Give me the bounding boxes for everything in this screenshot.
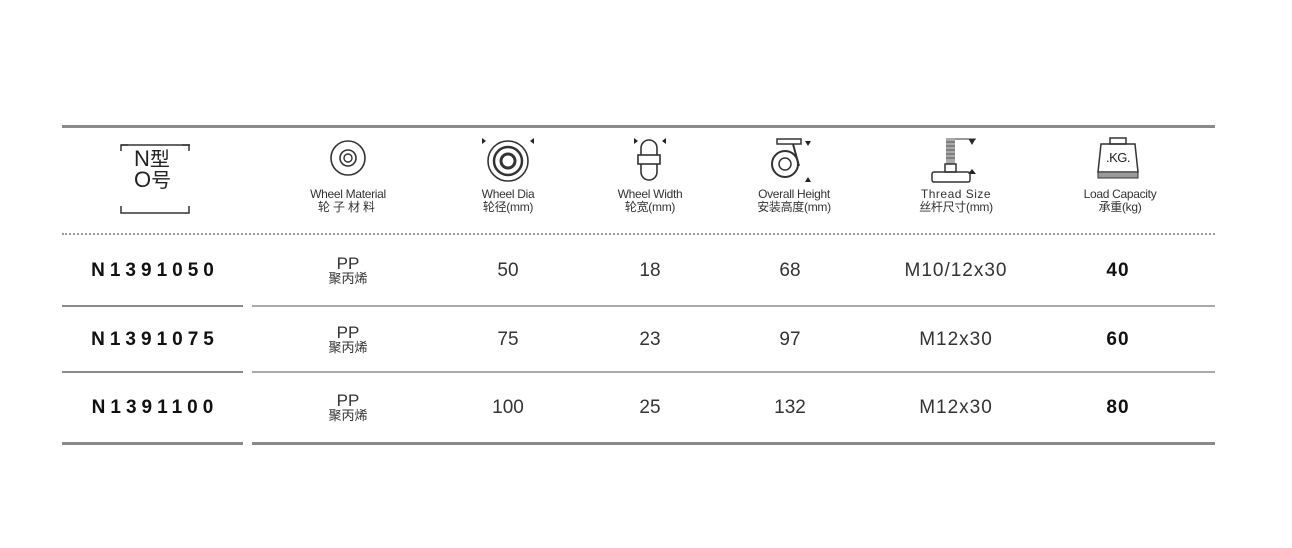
wheel-diameter-icon — [482, 138, 534, 182]
thread-size: M10/12x30 — [904, 260, 1008, 281]
material-en: PP — [336, 391, 360, 410]
header-divider — [62, 233, 1215, 235]
wheel-width-icon — [634, 138, 666, 181]
header-thread-size: Thread Size 丝杆尺寸(mm) — [919, 188, 993, 214]
no-o: O — [134, 167, 152, 192]
bottom-rule — [252, 442, 1215, 445]
row-divider — [252, 371, 1215, 373]
wheel-material-icon — [330, 140, 366, 176]
weight-kg-text: .KG. — [1105, 150, 1131, 165]
row-divider — [62, 371, 243, 373]
caster-height-icon — [771, 138, 811, 182]
header-en: Wheel Width — [617, 187, 683, 201]
header-wheel-dia: Wheel Dia 轮径(mm) — [482, 188, 535, 214]
header-cn: 安装高度(mm) — [757, 200, 831, 214]
material-en: PP — [336, 323, 360, 342]
wheel-width: 18 — [639, 260, 661, 281]
no-cn1: 型 — [149, 149, 170, 171]
wheel-dia: 100 — [492, 397, 524, 418]
header-load-capacity: Load Capacity 承重(kg) — [1084, 188, 1157, 214]
header-cn: 丝杆尺寸(mm) — [919, 200, 993, 214]
model-number-header: N型 O号 — [120, 143, 190, 215]
no-n: N — [134, 146, 150, 171]
header-overall-height: Overall Height 安装高度(mm) — [757, 188, 831, 214]
weight-kg-icon: .KG. — [1095, 136, 1141, 182]
material-en: PP — [336, 254, 360, 273]
top-rule — [62, 125, 1215, 128]
load-capacity: 60 — [1106, 329, 1130, 350]
model-number: N1391050 — [91, 260, 219, 281]
header-en: Wheel Dia — [481, 187, 535, 201]
material-cn: 聚丙烯 — [328, 271, 368, 286]
overall-height: 68 — [779, 260, 801, 281]
row-divider — [252, 305, 1215, 307]
wheel-material: PP 聚丙烯 — [328, 391, 368, 423]
bottom-rule — [62, 442, 243, 445]
wheel-material: PP 聚丙烯 — [328, 254, 368, 286]
wheel-width: 23 — [639, 329, 661, 350]
wheel-width: 25 — [639, 397, 661, 418]
thread-size: M12x30 — [919, 329, 993, 350]
model-number: N1391100 — [91, 397, 219, 418]
header-en: Thread Size — [920, 187, 992, 201]
header-wheel-material: Wheel Material 轮子材料 — [310, 188, 386, 214]
header-cn: 轮子材料 — [317, 200, 379, 214]
bracket-frame-icon — [120, 144, 190, 214]
load-capacity: 80 — [1106, 397, 1130, 418]
header-cn: 轮径(mm) — [482, 200, 534, 214]
load-capacity: 40 — [1106, 260, 1130, 281]
header-en: Wheel Material — [310, 187, 386, 201]
wheel-dia: 50 — [497, 260, 519, 281]
header-cn: 承重(kg) — [1098, 200, 1142, 214]
model-number: N1391075 — [91, 329, 219, 350]
thread-size: M12x30 — [919, 397, 993, 418]
header-en: Overall Height — [758, 187, 830, 201]
header-en: Load Capacity — [1083, 187, 1157, 201]
material-cn: 聚丙烯 — [328, 340, 368, 355]
wheel-dia: 75 — [497, 329, 519, 350]
row-divider — [62, 305, 243, 307]
material-cn: 聚丙烯 — [328, 408, 368, 423]
overall-height: 97 — [779, 329, 801, 350]
wheel-material: PP 聚丙烯 — [328, 323, 368, 355]
thread-stem-icon — [931, 138, 976, 183]
header-wheel-width: Wheel Width 轮宽(mm) — [618, 188, 683, 214]
overall-height: 132 — [774, 397, 806, 418]
header-cn: 轮宽(mm) — [624, 200, 676, 214]
no-cn2: 号 — [151, 170, 172, 192]
